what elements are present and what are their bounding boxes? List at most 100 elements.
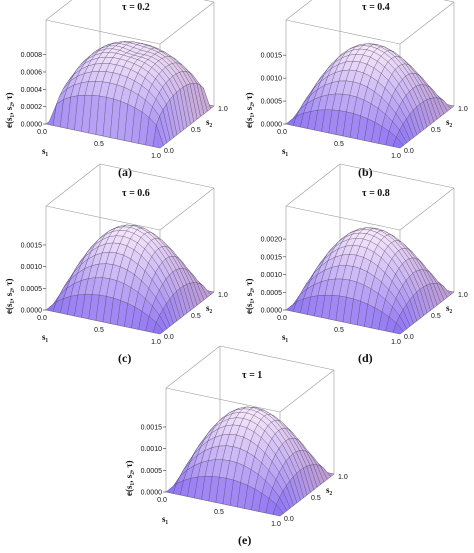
y-tick-label: 0.5 [311,495,321,502]
x-axis-label: s₁ [282,332,289,342]
surface-cell [152,322,164,335]
x-tick-label: 0.5 [334,141,344,148]
z-tick-label: 0.0004 [21,87,43,94]
surface-plot: 0.00000.00050.00100.00150.00.51.00.00.51… [21,163,228,346]
box-edge [159,1,215,45]
z-tick-label: 0.0005 [261,99,283,106]
box-edge [45,19,161,45]
box-edge [339,163,455,189]
surface-mesh [285,43,455,149]
y-tick-label: 0.5 [191,313,201,320]
box-edge [443,0,455,3]
y-axis-ticks: 0.0 0.5 1.0 [404,106,468,155]
box-edge [45,0,73,21]
z-tick-label: 0.0015 [141,425,163,432]
surface-cell [392,322,404,335]
x-tick-label: 0.0 [277,129,287,136]
box-edge [285,205,401,231]
chart-title: τ = 0.6 [122,188,150,199]
z-tick-label: 0.0010 [261,272,283,279]
panel-label: (b) [358,165,373,179]
box-edge [99,163,215,189]
chart-title: τ = 0.8 [362,188,390,199]
chart-panel-b: τ = 0.4 0.0000 0.0005 0.0010 0.0015 0.0 0.5 1.… [244,0,474,182]
z-axis-label: e(s₁, s₂, τ) [244,278,254,314]
z-axis-ticks: 0.0000 0.0005 0.0010 0.0015 [21,243,46,315]
chart-title: τ = 0.2 [122,2,150,13]
x-tick-label: 1.0 [151,339,161,346]
z-axis-label: e(s₁, s₂, τ) [4,92,14,128]
x-tick-label: 1.0 [391,153,401,160]
z-tick-label: 0.0000 [261,122,283,129]
z-tick-label: 0.0005 [141,468,163,475]
z-axis-label: e(s₁, s₂, τ) [4,278,14,314]
y-tick-label: 1.0 [218,106,228,113]
y-tick-label: 1.0 [458,292,468,299]
surface-mesh [45,224,215,335]
y-axis-label: s₂ [206,117,213,127]
y-tick-label: 0.0 [164,148,174,155]
y-axis-label: s₂ [446,117,453,127]
z-tick-label: 0.0000 [141,490,163,497]
z-tick-label: 0.0010 [21,264,43,271]
y-tick-label: 0.0 [164,334,174,341]
z-tick-label: 0.0020 [261,237,283,244]
y-axis-label: s₂ [206,303,213,313]
y-tick-label: 0.0 [404,334,414,341]
z-axis-ticks: 0.0000 0.0005 0.0010 0.0015 [141,425,166,497]
box-edge [285,19,401,45]
box-edge [399,187,455,231]
surface-mesh [165,406,335,517]
x-tick-label: 1.0 [151,153,161,160]
z-axis-ticks: 0.0000 0.0002 0.0004 0.0006 0.0008 [21,52,46,129]
box-edge [285,163,341,207]
y-tick-label: 1.0 [458,106,468,113]
chart-title: τ = 1 [242,370,263,381]
x-axis-label: s₁ [42,332,49,342]
z-tick-label: 0.0015 [21,243,43,250]
box-edge [203,0,215,3]
x-tick-label: 0.0 [157,497,167,504]
box-edge [219,345,335,371]
box-edge [45,163,101,207]
x-tick-label: 1.0 [271,521,281,528]
y-tick-label: 0.5 [431,127,441,134]
surface-cell [152,125,164,149]
x-axis-ticks: 0.0 0.5 1.0 [37,129,161,160]
y-axis-label: s₂ [446,303,453,313]
z-tick-label: 0.0000 [21,122,43,129]
box-edge [159,187,215,231]
box-edge [165,345,221,389]
z-tick-label: 0.0008 [21,52,43,59]
panel-label: (d) [358,351,373,365]
y-axis-ticks: 0.0 0.5 1.0 [164,292,228,341]
surface-cell [272,504,284,517]
panel-label: (e) [238,533,252,547]
x-axis-label: s₁ [282,146,289,156]
x-tick-label: 0.0 [37,129,47,136]
chart-panel-e: τ = 1 0.0000 0.0005 0.0010 0.0015 0.0 0.5 1.0 0… [124,345,354,550]
z-axis-label: e(s₁, s₂, τ) [124,460,134,496]
z-axis-ticks: 0.0000 0.0005 0.0010 0.0015 0.0020 [261,237,286,315]
z-tick-label: 0.0005 [21,286,43,293]
surface-plot: 0.00000.00050.00100.00150.00.51.00.00.51… [141,345,348,528]
box-edge [285,0,313,21]
surface-mesh [285,227,455,335]
surface-plot: 0.00000.00050.00100.00150.00200.00.51.00… [261,163,468,346]
x-axis-ticks: 0.0 0.5 1.0 [157,497,281,528]
x-tick-label: 0.0 [37,315,47,322]
z-axis-label: e(s₁, s₂, τ) [244,92,254,128]
x-tick-label: 0.5 [334,327,344,334]
y-tick-label: 0.5 [191,127,201,134]
box-edge [165,387,281,413]
chart-title: τ = 0.4 [362,2,390,13]
y-axis-ticks: 0.0 0.5 1.0 [404,292,468,341]
box-edge [399,1,455,45]
box-edge [45,205,161,231]
x-tick-label: 0.5 [214,509,224,516]
chart-panel-c: τ = 0.6 0.0000 0.0005 0.0010 0.0015 0.0 0.5 1.… [4,163,234,368]
x-axis-ticks: 0.0 0.5 1.0 [277,129,401,160]
x-axis-label: s₁ [162,514,169,524]
x-tick-label: 0.5 [94,327,104,334]
z-tick-label: 0.0010 [141,446,163,453]
